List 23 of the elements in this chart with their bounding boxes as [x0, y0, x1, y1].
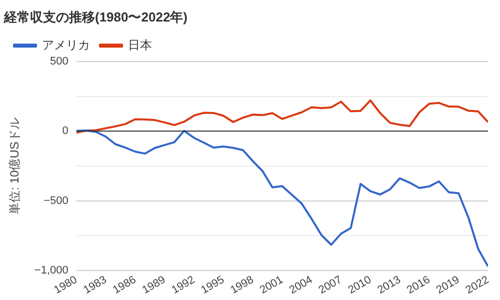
x-tick-label: 2004 — [287, 274, 315, 297]
x-tick-label: 2001 — [258, 274, 286, 297]
x-tick-label: 2013 — [376, 274, 403, 297]
x-tick-label: 1986 — [110, 274, 138, 297]
legend-label: 日本 — [128, 38, 152, 52]
x-tick-label: 1980 — [52, 274, 80, 297]
x-tick-label: 1995 — [199, 274, 226, 297]
y-tick-label: −500 — [44, 194, 68, 207]
x-tick-label: 2007 — [316, 274, 344, 297]
y-tick-label: 500 — [50, 56, 68, 68]
chart-title: 経常収支の推移(1980〜2022年) — [3, 9, 188, 24]
x-tick-label: 1983 — [82, 274, 109, 297]
x-tick-label: 2019 — [434, 274, 462, 297]
x-tick-label: 2022 — [464, 274, 492, 297]
legend-label: アメリカ — [42, 38, 90, 52]
x-tick-label: 1992 — [170, 274, 197, 297]
x-tick-label: 1998 — [228, 274, 256, 297]
y-tick-label: −1,000 — [34, 264, 68, 276]
x-tick-label: 2016 — [405, 274, 432, 297]
x-tick-label: 1989 — [140, 274, 168, 297]
y-axis-title: 単位: 10億USドル — [8, 118, 22, 214]
y-tick-label: 0 — [62, 125, 68, 138]
x-tick-label: 2010 — [346, 274, 374, 297]
